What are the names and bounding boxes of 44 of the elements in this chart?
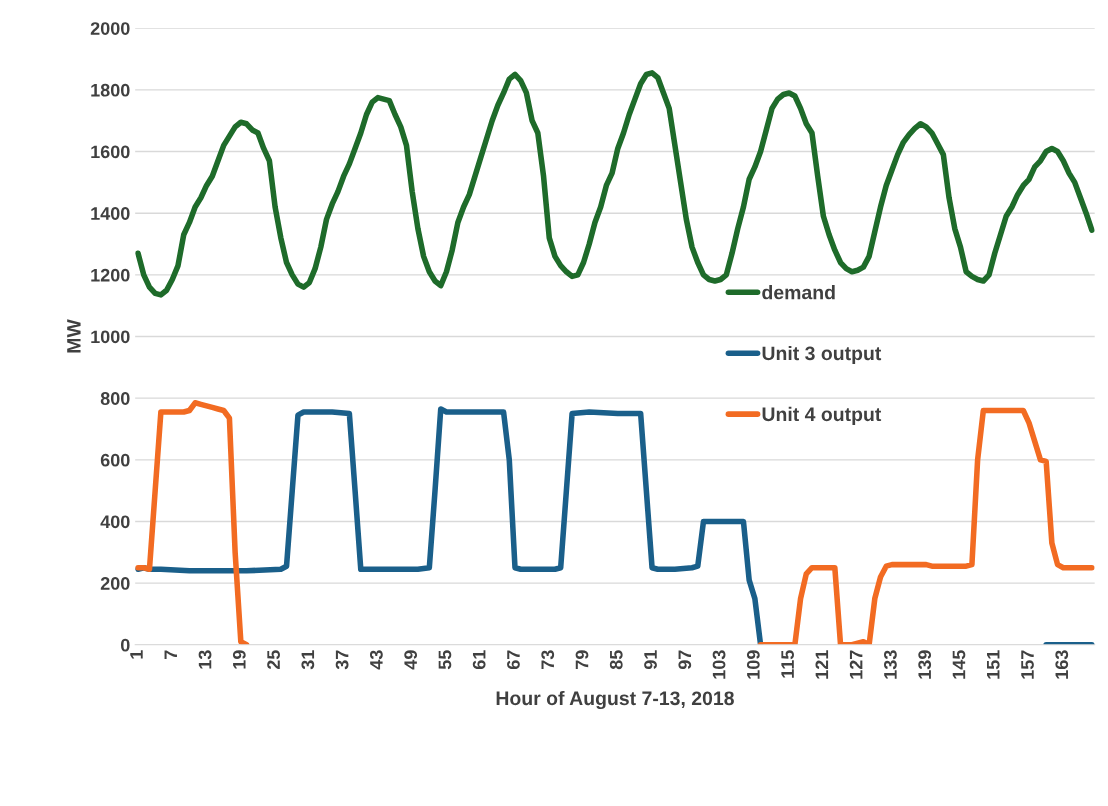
x-tick-label: 1 <box>130 650 143 659</box>
x-tick-label: 19 <box>232 650 246 669</box>
x-tick-label: 55 <box>438 650 452 670</box>
x-tick-label: 139 <box>918 650 932 679</box>
x-tick-label: 115 <box>781 650 794 678</box>
x-tick-label: 127 <box>849 650 863 679</box>
legend-label: Unit 4 output <box>762 406 882 425</box>
x-tick-label: 97 <box>678 650 692 670</box>
x-tick-label: 25 <box>267 650 280 670</box>
x-tick-label: 79 <box>575 650 589 669</box>
y-axis-title: MW <box>67 319 81 353</box>
x-tick-label: 67 <box>507 650 520 670</box>
x-tick-label: 13 <box>198 650 212 669</box>
x-axis-title: Hour of August 7-13, 2018 <box>496 690 734 710</box>
y-tick-label: 0 <box>120 638 130 652</box>
x-tick-label: 157 <box>1021 650 1034 679</box>
y-tick-label: 200 <box>100 577 130 590</box>
y-tick-label: 1800 <box>91 83 130 97</box>
x-tick-label: 121 <box>815 650 829 679</box>
y-tick-label: 2000 <box>90 22 130 35</box>
x-tick-label: 49 <box>404 650 418 670</box>
x-tick-label: 7 <box>164 650 177 659</box>
y-tick-label: 800 <box>100 392 130 405</box>
x-tick-label: 43 <box>369 650 383 670</box>
legend-label: demand <box>762 285 835 300</box>
x-tick-label: 85 <box>609 650 623 670</box>
x-tick-label: 103 <box>712 650 726 679</box>
x-tick-label: 37 <box>335 650 349 670</box>
legend-label: Unit 3 output <box>762 345 882 365</box>
y-tick-label: 600 <box>100 453 130 467</box>
y-tick-label: 400 <box>100 515 130 529</box>
y-tick-label: 1600 <box>91 145 130 159</box>
x-tick-label: 133 <box>884 650 897 679</box>
y-tick-label: 1000 <box>91 330 130 344</box>
x-tick-label: 31 <box>301 650 315 670</box>
x-tick-label: 163 <box>1055 650 1069 679</box>
y-tick-label: 1400 <box>91 207 130 220</box>
x-tick-label: 145 <box>952 650 966 679</box>
x-tick-label: 73 <box>541 650 555 669</box>
x-tick-label: 109 <box>746 650 760 679</box>
x-tick-label: 151 <box>987 650 1000 679</box>
x-tick-label: 61 <box>472 650 486 670</box>
y-tick-label: 1200 <box>91 268 130 282</box>
x-tick-label: 91 <box>644 650 657 670</box>
